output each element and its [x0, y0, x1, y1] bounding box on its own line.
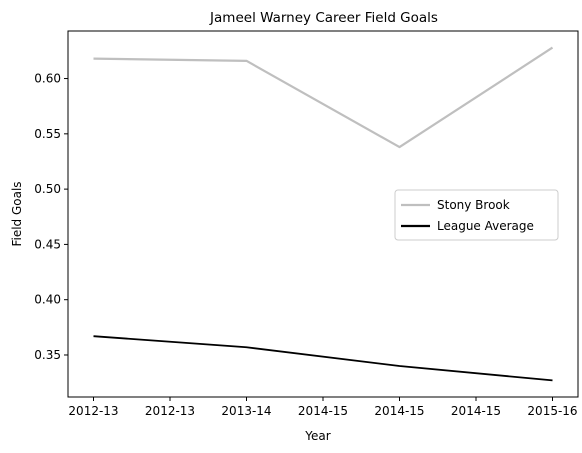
y-axis: 0.35 0.40 0.45 0.50 0.55 0.60 [34, 72, 68, 362]
y-axis-label: Field Goals [10, 181, 24, 246]
y-tick-label: 0.50 [34, 182, 61, 196]
legend: Stony Brook League Average [394, 189, 559, 241]
chart-title: Jameel Warney Career Field Goals [209, 10, 438, 26]
y-tick-label: 0.35 [34, 348, 61, 362]
legend-label: Stony Brook [437, 198, 510, 212]
x-tick-label: 2014-15 [374, 404, 424, 418]
legend-label: League Average [437, 219, 534, 233]
y-tick-label: 0.60 [34, 72, 61, 86]
x-axis: 2012-13 2012-13 2013-14 2014-15 2014-15 2014-… [68, 397, 578, 418]
series-lines [93, 46, 554, 382]
series-line-stony-brook [93, 46, 554, 149]
series-line-league-average [93, 335, 553, 382]
x-tick-label: 2015-16 [527, 404, 577, 418]
x-tick-label: 2014-15 [298, 404, 348, 418]
y-tick-label: 0.40 [34, 293, 61, 307]
x-axis-label: Year [304, 429, 330, 443]
x-tick-label: 2012-13 [68, 404, 118, 418]
y-tick-label: 0.45 [34, 237, 61, 251]
legend-box [394, 189, 559, 241]
x-tick-label: 2013-14 [221, 404, 271, 418]
x-tick-label: 2014-15 [451, 404, 501, 418]
y-tick-label: 0.55 [34, 127, 61, 141]
x-tick-label: 2012-13 [145, 404, 195, 418]
